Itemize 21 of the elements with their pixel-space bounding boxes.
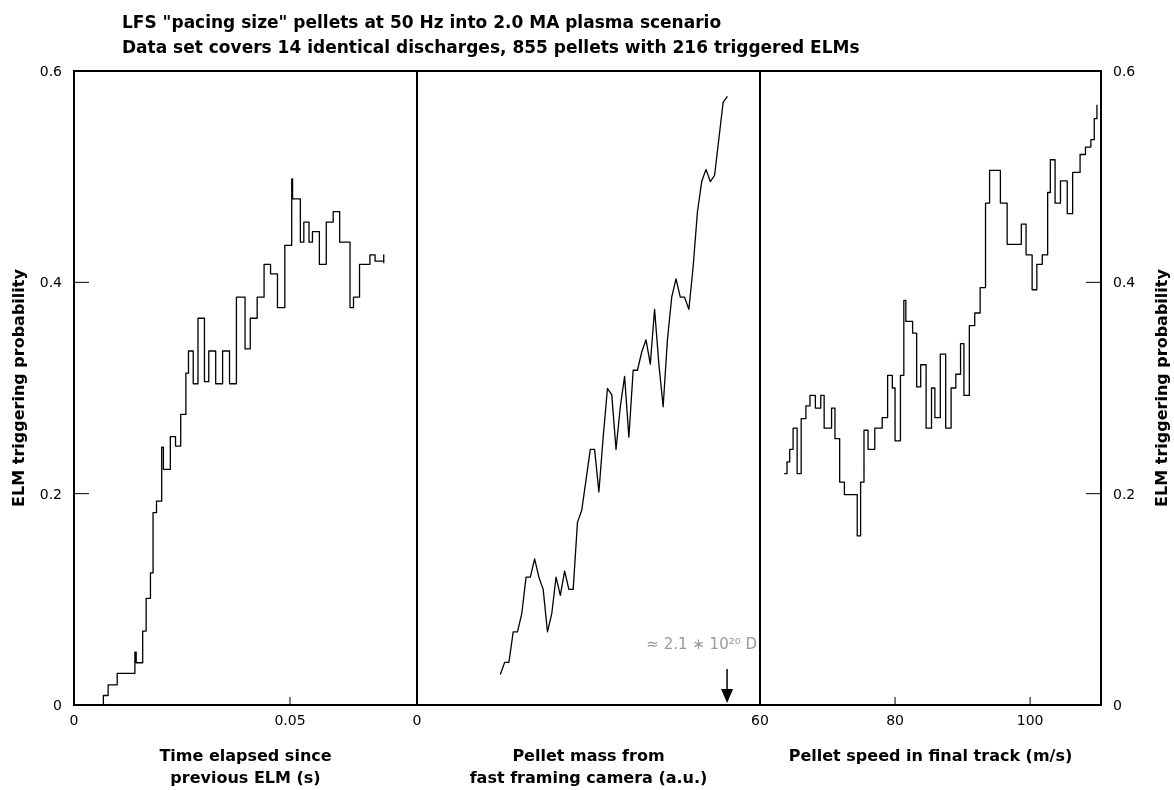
y-tick-label: 0: [1113, 697, 1122, 713]
y-tick-label: 0.6: [1113, 63, 1136, 79]
chart-title: LFS "pacing size" pellets at 50 Hz into 2.0 MA plasma scenario: [122, 12, 722, 32]
annotation: ≈ 2.1 ∗ 10²⁰ D: [646, 635, 758, 653]
y-axis-title: ELM triggering probability: [9, 268, 28, 507]
y-tick-label: 0.4: [1113, 274, 1136, 291]
y-tick-label: 0.2: [39, 485, 62, 502]
y-axis-title: ELM triggering probability: [1152, 268, 1171, 507]
x-tick-label: 60: [751, 712, 769, 728]
x-axis-title: Pellet speed in final track (m/s): [788, 746, 1073, 765]
y-tick-label: 0.6: [39, 63, 63, 79]
text: Data set covers 14 identical discharges, 855 pellets with 216 triggered ELMs: [122, 37, 860, 57]
x-axis-title: Time elapsed since previous ELM (s): [159, 746, 332, 787]
x-tick-label: 0: [69, 712, 79, 728]
x-tick-label: 100: [1016, 712, 1044, 728]
y-tick-label: 0.4: [39, 274, 63, 291]
x-tick-label: 80: [886, 712, 904, 728]
y-tick-label: 0: [53, 697, 62, 713]
x-axis-title: Pellet mass from fast framing camera (a.u.): [469, 746, 708, 787]
y-tick-label: 0.2: [1113, 485, 1136, 502]
x-tick-label: 0.05: [274, 712, 306, 728]
